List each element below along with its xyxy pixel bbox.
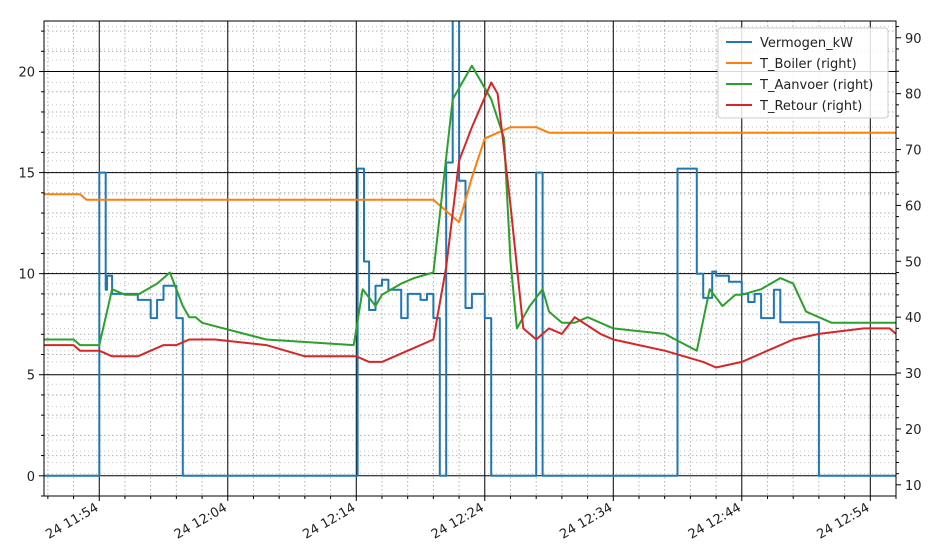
right-tick-label: 40 [905,311,922,326]
left-tick-label: 10 [18,268,35,283]
series-line [44,21,896,477]
x-tick-label: 24 12:24 [429,500,487,542]
right-tick-label: 30 [905,367,922,382]
x-tick-label: 24 12:04 [172,500,230,542]
x-tick-label: 24 12:14 [300,500,358,542]
legend-label: T_Retour (right) [759,99,862,114]
plot-frame [43,20,897,497]
left-tick-label: 5 [27,369,35,384]
left-tick-label: 20 [18,66,35,81]
right-tick-label: 50 [905,255,922,270]
right-tick-label: 70 [905,144,922,159]
legend-label: T_Aanvoer (right) [759,78,873,93]
series-layer [44,21,896,477]
x-tick-label: 24 12:54 [814,500,872,542]
x-tick-label: 24 11:54 [43,500,101,542]
left-y-axis: 0 5 10 15 20 [18,30,44,497]
x-tick-label: 24 12:44 [686,500,744,542]
series-line [44,126,896,224]
legend-box [717,27,889,119]
right-tick-label: 10 [905,479,922,494]
right-y-axis: 10 20 30 40 50 60 70 80 90 [896,26,922,494]
legend-label: Vermogen_kW [760,36,853,51]
right-tick-label: 60 [905,199,922,214]
right-tick-label: 80 [905,88,922,103]
series-line [44,64,896,352]
legend-label: T_Boiler (right) [759,57,857,72]
legend: Vermogen_kW T_Boiler (right) T_Aanvoer (ri… [717,27,889,119]
right-tick-label: 20 [905,423,922,438]
left-tick-label: 0 [27,470,35,485]
series-line [44,81,896,369]
x-axis: 24 11:54 24 12:04 24 12:14 24 12:24 24 12:34… [43,496,897,543]
left-tick-label: 15 [18,167,35,182]
major-grid [44,21,896,496]
right-tick-label: 90 [905,32,922,47]
x-tick-label: 24 12:34 [557,500,615,542]
